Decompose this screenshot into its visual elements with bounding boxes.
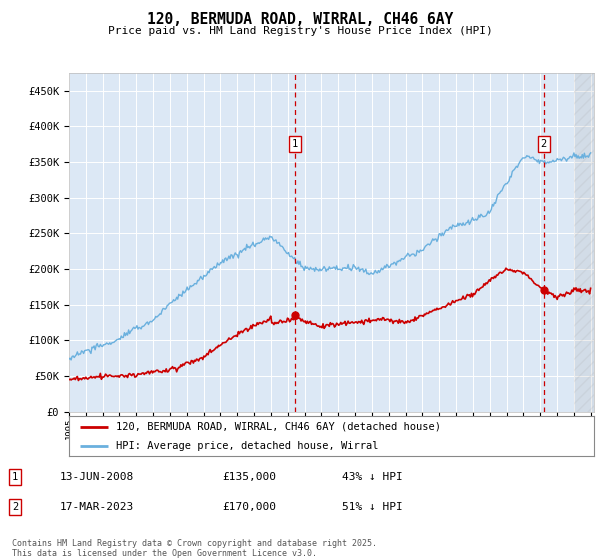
Text: 1: 1 <box>292 139 298 149</box>
Text: HPI: Average price, detached house, Wirral: HPI: Average price, detached house, Wirr… <box>116 441 379 451</box>
Text: £135,000: £135,000 <box>222 472 276 482</box>
Text: Contains HM Land Registry data © Crown copyright and database right 2025.
This d: Contains HM Land Registry data © Crown c… <box>12 539 377 558</box>
Text: £170,000: £170,000 <box>222 502 276 512</box>
Text: 51% ↓ HPI: 51% ↓ HPI <box>342 502 403 512</box>
Text: Price paid vs. HM Land Registry's House Price Index (HPI): Price paid vs. HM Land Registry's House … <box>107 26 493 36</box>
Text: 2: 2 <box>541 139 547 149</box>
Text: 1: 1 <box>12 472 18 482</box>
Text: 13-JUN-2008: 13-JUN-2008 <box>60 472 134 482</box>
Text: 43% ↓ HPI: 43% ↓ HPI <box>342 472 403 482</box>
Text: 17-MAR-2023: 17-MAR-2023 <box>60 502 134 512</box>
Text: 120, BERMUDA ROAD, WIRRAL, CH46 6AY: 120, BERMUDA ROAD, WIRRAL, CH46 6AY <box>147 12 453 27</box>
Text: 2: 2 <box>12 502 18 512</box>
Text: 120, BERMUDA ROAD, WIRRAL, CH46 6AY (detached house): 120, BERMUDA ROAD, WIRRAL, CH46 6AY (det… <box>116 422 441 432</box>
